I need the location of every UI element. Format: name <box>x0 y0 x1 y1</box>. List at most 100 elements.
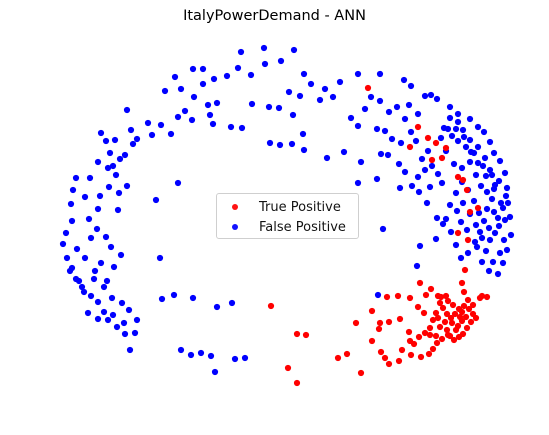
point-false-positive-217 <box>442 215 450 223</box>
point-false-positive-234 <box>414 173 422 181</box>
point-false-positive-112 <box>423 199 431 207</box>
point-true-positive-16 <box>458 279 466 287</box>
chart-title: ItalyPowerDemand - ANN <box>183 8 366 24</box>
point-false-positive-123 <box>316 96 324 104</box>
point-true-positive-22 <box>442 292 450 300</box>
point-false-positive-206 <box>482 172 490 180</box>
point-false-positive-95 <box>288 140 296 148</box>
point-true-positive-55 <box>429 345 437 353</box>
point-true-positive-5 <box>438 154 446 162</box>
point-false-positive-153 <box>504 199 512 207</box>
point-false-positive-63 <box>94 205 102 213</box>
point-false-positive-138 <box>400 76 408 84</box>
point-false-positive-2 <box>290 46 298 54</box>
point-false-positive-44 <box>113 323 121 331</box>
point-true-positive-59 <box>415 333 423 341</box>
point-false-positive-140 <box>421 92 429 100</box>
point-false-positive-164 <box>483 205 491 213</box>
point-true-positive-32 <box>405 328 413 336</box>
point-false-positive-23 <box>123 106 131 114</box>
point-false-positive-218 <box>446 201 454 209</box>
point-false-positive-45 <box>121 330 129 338</box>
point-false-positive-69 <box>109 162 117 170</box>
point-false-positive-59 <box>107 243 115 251</box>
point-true-positive-70 <box>467 318 475 326</box>
point-true-positive-83 <box>448 319 456 327</box>
point-false-positive-56 <box>103 277 111 285</box>
point-false-positive-261 <box>118 299 126 307</box>
point-false-positive-165 <box>488 195 496 203</box>
point-true-positive-36 <box>395 357 403 365</box>
point-false-positive-108 <box>396 184 404 192</box>
point-true-positive-81 <box>429 316 437 324</box>
point-false-positive-213 <box>464 249 472 257</box>
point-false-positive-115 <box>432 235 440 243</box>
point-false-positive-167 <box>486 166 494 174</box>
point-false-positive-245 <box>354 122 362 130</box>
point-false-positive-119 <box>379 225 387 233</box>
point-false-positive-73 <box>133 135 141 143</box>
point-false-positive-99 <box>357 158 365 166</box>
point-false-positive-100 <box>354 179 362 187</box>
point-false-positive-66 <box>115 189 123 197</box>
legend-marker-false-positive <box>232 224 238 230</box>
point-false-positive-239 <box>401 115 409 123</box>
point-false-positive-219 <box>452 189 460 197</box>
point-false-positive-207 <box>490 185 498 193</box>
point-false-positive-158 <box>494 270 502 278</box>
legend-label-true-positive: True Positive <box>259 199 341 215</box>
point-false-positive-36 <box>63 254 71 262</box>
point-false-positive-244 <box>361 105 369 113</box>
point-false-positive-237 <box>412 137 420 145</box>
point-true-positive-41 <box>368 337 376 345</box>
point-false-positive-3 <box>277 57 285 65</box>
point-false-positive-53 <box>75 277 83 285</box>
point-false-positive-170 <box>466 136 474 144</box>
point-true-positive-68 <box>459 330 467 338</box>
point-false-positive-84 <box>207 352 215 360</box>
point-false-positive-199 <box>454 137 462 145</box>
point-false-positive-248 <box>381 127 389 135</box>
point-true-positive-6 <box>428 156 436 164</box>
point-false-positive-18 <box>181 107 189 115</box>
point-false-positive-101 <box>373 175 381 183</box>
point-true-positive-9 <box>459 176 467 184</box>
point-true-positive-10 <box>463 186 471 194</box>
point-true-positive-63 <box>441 318 449 326</box>
point-false-positive-177 <box>450 160 458 168</box>
point-true-positive-14 <box>464 236 472 244</box>
point-true-positive-1 <box>414 123 422 131</box>
point-false-positive-126 <box>296 92 304 100</box>
point-false-positive-1 <box>237 48 245 56</box>
point-true-positive-82 <box>434 314 442 322</box>
point-false-positive-46 <box>126 346 134 354</box>
point-false-positive-0 <box>260 44 268 52</box>
point-false-positive-202 <box>452 125 460 133</box>
point-false-positive-155 <box>507 231 515 239</box>
point-false-positive-61 <box>93 225 101 233</box>
point-true-positive-64 <box>443 326 451 334</box>
point-false-positive-31 <box>69 186 77 194</box>
point-true-positive-62 <box>436 323 444 331</box>
point-false-positive-128 <box>275 104 283 112</box>
point-true-positive-13 <box>454 229 462 237</box>
point-false-positive-106 <box>395 160 403 168</box>
point-false-positive-191 <box>494 214 502 222</box>
point-true-positive-29 <box>376 319 384 327</box>
point-true-positive-54 <box>433 339 441 347</box>
point-false-positive-143 <box>446 103 454 111</box>
point-false-positive-57 <box>110 263 118 271</box>
point-false-positive-5 <box>247 71 255 79</box>
point-false-positive-233 <box>421 166 429 174</box>
point-false-positive-78 <box>156 254 164 262</box>
point-false-positive-149 <box>490 149 498 157</box>
point-false-positive-137 <box>376 70 384 78</box>
point-true-positive-45 <box>334 354 342 362</box>
point-true-positive-19 <box>427 285 435 293</box>
point-false-positive-205 <box>474 159 482 167</box>
point-false-positive-196 <box>479 162 487 170</box>
point-false-positive-201 <box>444 125 452 133</box>
point-false-positive-114 <box>439 220 447 228</box>
point-false-positive-172 <box>454 118 462 126</box>
point-false-positive-161 <box>473 243 481 251</box>
